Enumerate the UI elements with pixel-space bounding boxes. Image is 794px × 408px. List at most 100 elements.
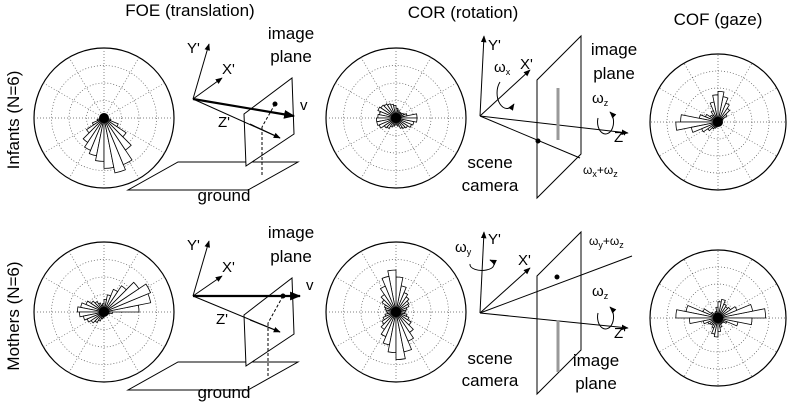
y-axis-arrow (192, 240, 210, 297)
label-plane-cor-top: plane (593, 64, 635, 83)
label-v-foe-top: v (300, 97, 308, 114)
rose-center-dot (391, 113, 401, 123)
rose-center-dot (99, 307, 109, 317)
foe-point (272, 101, 278, 107)
label-x-prime-foe-top: X' (222, 61, 235, 78)
y-axis-arrow (479, 231, 487, 314)
label-camera-cor-top: camera (462, 176, 519, 195)
image-plane-shape (243, 77, 295, 167)
rose-grid-spoke (717, 121, 778, 157)
rose-grid-spoke (717, 62, 753, 123)
label-x-prime-foe-bottom: X' (222, 259, 235, 276)
rose-bin (395, 117, 418, 123)
projection-dashed (267, 295, 284, 324)
rose-grid-ring (700, 104, 736, 140)
title-foe: FOE (translation) (125, 1, 254, 20)
label-omega-sum-cor-top: ωx+ωz (583, 163, 618, 179)
rose-center-dot (713, 117, 723, 127)
rose-plot-infants-foe (33, 47, 175, 189)
rose-bin (103, 288, 119, 313)
label-camera-cor-bottom: camera (462, 371, 519, 390)
label-z-prime-foe-bottom: Z' (216, 311, 228, 328)
foe-point (280, 293, 286, 299)
rose-grid-ring (360, 82, 432, 154)
rotation-axis-line (479, 115, 581, 159)
label-omega-z-cor-bottom: ωz (592, 283, 609, 301)
rose-bin (380, 293, 397, 313)
rotation-y-arrow (469, 259, 497, 271)
label-plane-foe-bottom: plane (270, 247, 312, 266)
x-axis-arrow (192, 275, 223, 297)
label-image-foe-bottom: image (268, 223, 314, 242)
rose-bin (103, 117, 133, 166)
z-axis-arrow (249, 319, 281, 333)
x-axis-arrow (479, 267, 531, 314)
label-x-prime-cor-top: X' (520, 56, 533, 73)
rose-grid-spoke (717, 87, 778, 123)
cor-diagram-infants (479, 34, 629, 200)
label-z-prime-foe-top: Z' (218, 114, 230, 131)
image-plane-shape (536, 230, 582, 396)
rose-bin (717, 298, 726, 319)
x-axis-arrow (192, 77, 223, 100)
rose-grid-spoke (658, 87, 719, 123)
label-ground-foe-top: ground (198, 186, 251, 205)
label-image-foe-top: image (268, 24, 314, 43)
cor-diagram-mothers (469, 230, 633, 396)
rose-grid-ring (51, 259, 157, 365)
rose-grid-spoke (717, 317, 778, 353)
rose-bin (76, 306, 105, 313)
label-plane-cor-bottom: plane (575, 374, 617, 393)
row-label-mothers: Mothers (N=6) (4, 261, 23, 370)
rose-plot-mothers-cor (325, 241, 467, 383)
rose-grid-spoke (658, 121, 719, 157)
x-axis-arrow (479, 69, 531, 117)
y-axis-arrow (192, 43, 210, 100)
foe-diagram-infants (126, 43, 300, 191)
rotation-z-arrow (597, 111, 617, 135)
label-y-prime-foe-top: Y' (187, 40, 200, 57)
rose-grid-ring (51, 65, 157, 171)
rose-bin (675, 309, 719, 319)
foe-diagram-mothers (126, 240, 302, 391)
rose-grid-spoke (717, 121, 753, 182)
projection-dashed (261, 103, 276, 128)
label-z-prime-cor-top: Z' (614, 129, 626, 146)
rose-bin (103, 285, 127, 313)
label-z-prime-cor-bottom: Z' (614, 325, 626, 342)
rose-bin (395, 311, 414, 333)
ground-plane-shape (126, 161, 300, 191)
rose-bin (395, 311, 415, 342)
label-omega-sum-cor-bottom: ωy+ωz (589, 234, 624, 250)
y-axis-arrow (479, 35, 487, 117)
rose-grid-spoke (658, 283, 719, 319)
rose-center-dot (391, 307, 401, 317)
rose-grid-spoke (683, 121, 719, 182)
rose-grid-ring (343, 259, 449, 365)
label-omega-y-cor-bottom: ωy (455, 239, 472, 257)
rose-bin (103, 283, 152, 313)
rose-bin (717, 90, 725, 123)
rose-bin (717, 317, 753, 326)
label-scene-cor-bottom: scene (467, 349, 512, 368)
rose-bin (103, 117, 132, 151)
velocity-vector (192, 97, 296, 119)
z-axis-arrow (249, 123, 281, 139)
rose-grid-spoke (658, 317, 719, 353)
rose-center-dot (99, 113, 109, 123)
label-y-prime-cor-bottom: Y' (488, 231, 501, 248)
rose-plot-mothers-cof (649, 249, 787, 387)
ground-plane-shape (126, 361, 300, 391)
label-image-cor-top: image (591, 40, 637, 59)
cor-point (535, 138, 541, 144)
label-y-prime-cor-top: Y' (488, 37, 501, 54)
rose-bin (103, 281, 140, 313)
rotation-z-arrow (597, 306, 617, 330)
rotation-axis-line (479, 255, 633, 314)
label-image-cor-bottom: image (573, 351, 619, 370)
rose-plot-infants-cof (649, 53, 787, 191)
rose-grid-spoke (683, 62, 719, 123)
title-cof: COF (gaze) (674, 10, 763, 29)
row-label-infants: Infants (N=6) (4, 71, 23, 170)
rose-center-dot (713, 313, 723, 323)
